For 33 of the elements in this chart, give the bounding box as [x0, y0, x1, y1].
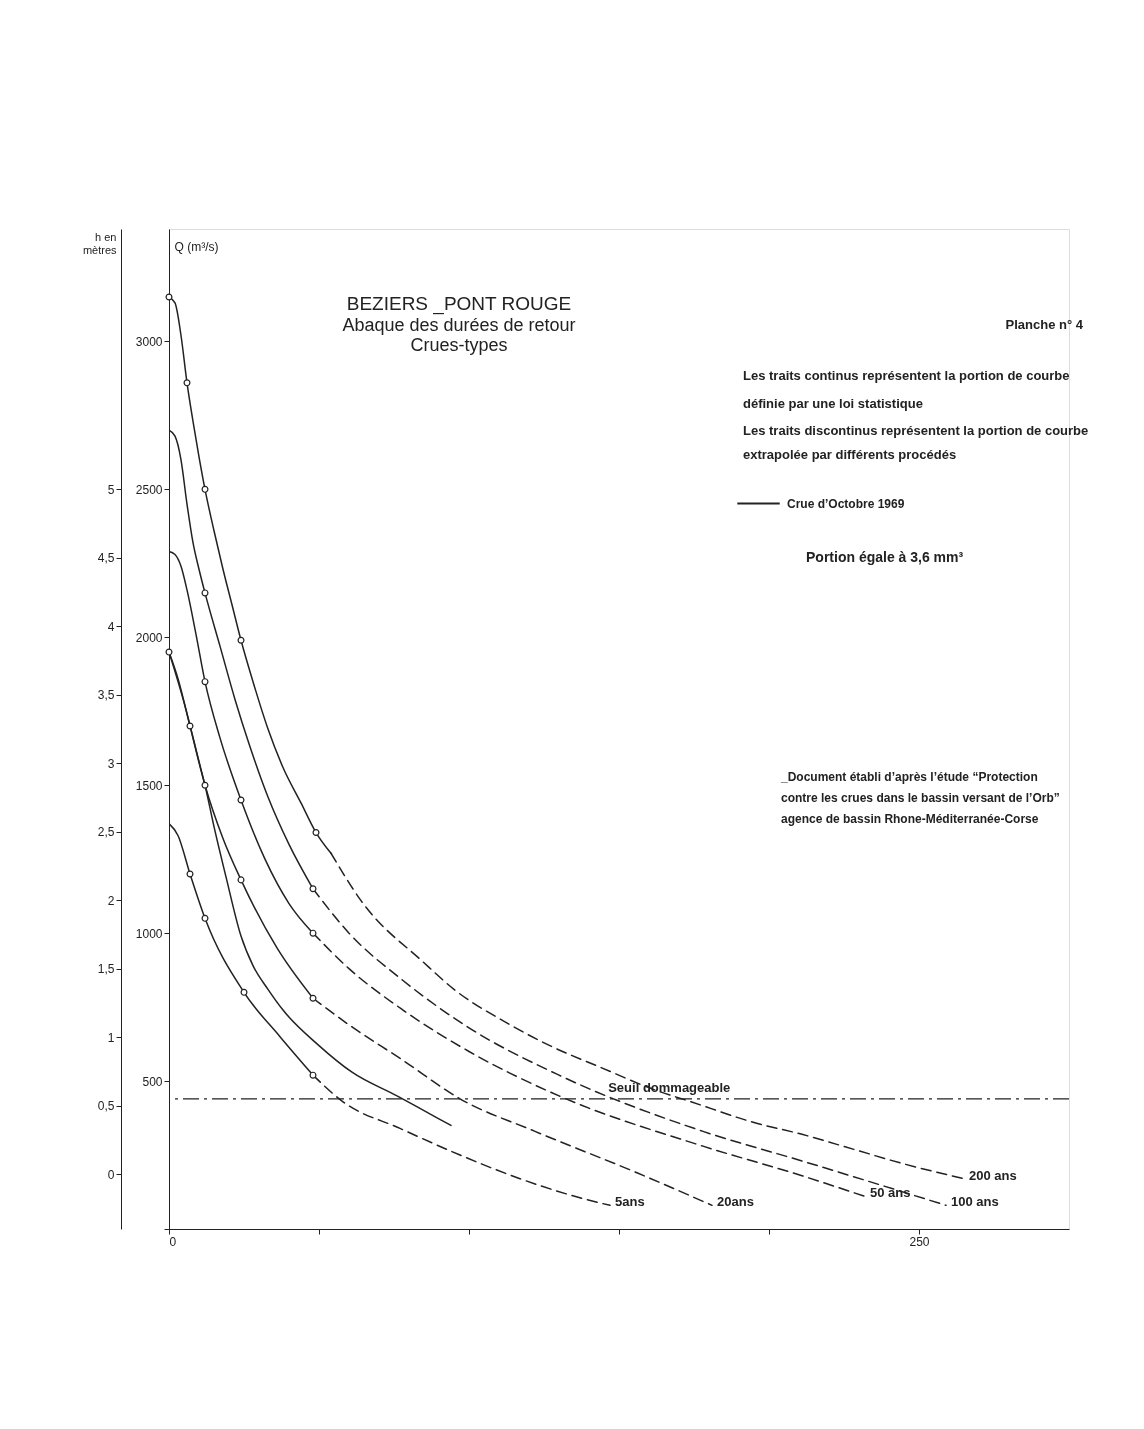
y-tick-label: 2000	[135, 630, 163, 645]
y2-tick-label: 5	[107, 482, 115, 497]
y2-tick-label: 0,5	[97, 1099, 115, 1114]
y-tick-label: 500	[142, 1074, 163, 1089]
y2-tick-label: 4,5	[97, 551, 115, 566]
y2-tick-label: 0	[107, 1167, 115, 1182]
y-tick-label: 1000	[135, 926, 163, 941]
y2-tick-label: 4	[107, 619, 115, 634]
text: BEZIERS _PONT ROUGE	[346, 293, 572, 315]
series-label: 200 ans	[969, 1167, 1017, 1183]
y2-tick-label: 1	[107, 1030, 115, 1045]
y-tick-label: 3000	[135, 334, 163, 349]
x-tick-label: 250	[909, 1234, 930, 1249]
annotation: Les traits continus représentent la portion de courbe définie par une loi statistique	[743, 368, 1070, 411]
y-axis-title: Q (m³/s)	[174, 239, 219, 254]
y2-tick-label: 2,5	[97, 825, 115, 840]
y2-axis-title: h en mètres	[82, 230, 117, 256]
annotation: Les traits discontinus représentent la portion de courbe extrapolée par différents procédés	[743, 423, 1089, 462]
annotation: Portion égale à 3,6 mm³	[806, 549, 964, 565]
annotation: _Document établi d’après l’étude “Protection contre les crues dans le bassin versant de l’Orb” agence de bassin Rhone-Méditerranée-Corse	[780, 770, 1060, 826]
annotation: Planche n° 4	[1005, 317, 1084, 332]
ref-line-label: Seuil dommageable	[608, 1079, 731, 1095]
legend-label: Crue d’Octobre 1969	[787, 496, 905, 511]
text: Abaque des durées de retour Crues-types	[342, 315, 576, 355]
y-tick-label: 2500	[135, 482, 163, 497]
y-tick-label: 1500	[135, 778, 163, 793]
y2-tick-label: 2	[107, 893, 115, 908]
series-label: 100 ans	[951, 1194, 999, 1210]
y2-tick-label: 3	[107, 756, 115, 771]
y2-tick-label: 1,5	[97, 962, 115, 977]
series-label: 5ans	[615, 1194, 645, 1210]
series-label: 20ans	[717, 1194, 754, 1210]
y2-tick-label: 3,5	[97, 688, 115, 703]
